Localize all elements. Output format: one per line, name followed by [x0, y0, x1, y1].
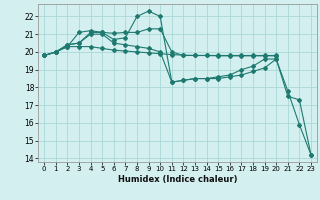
X-axis label: Humidex (Indice chaleur): Humidex (Indice chaleur) [118, 175, 237, 184]
